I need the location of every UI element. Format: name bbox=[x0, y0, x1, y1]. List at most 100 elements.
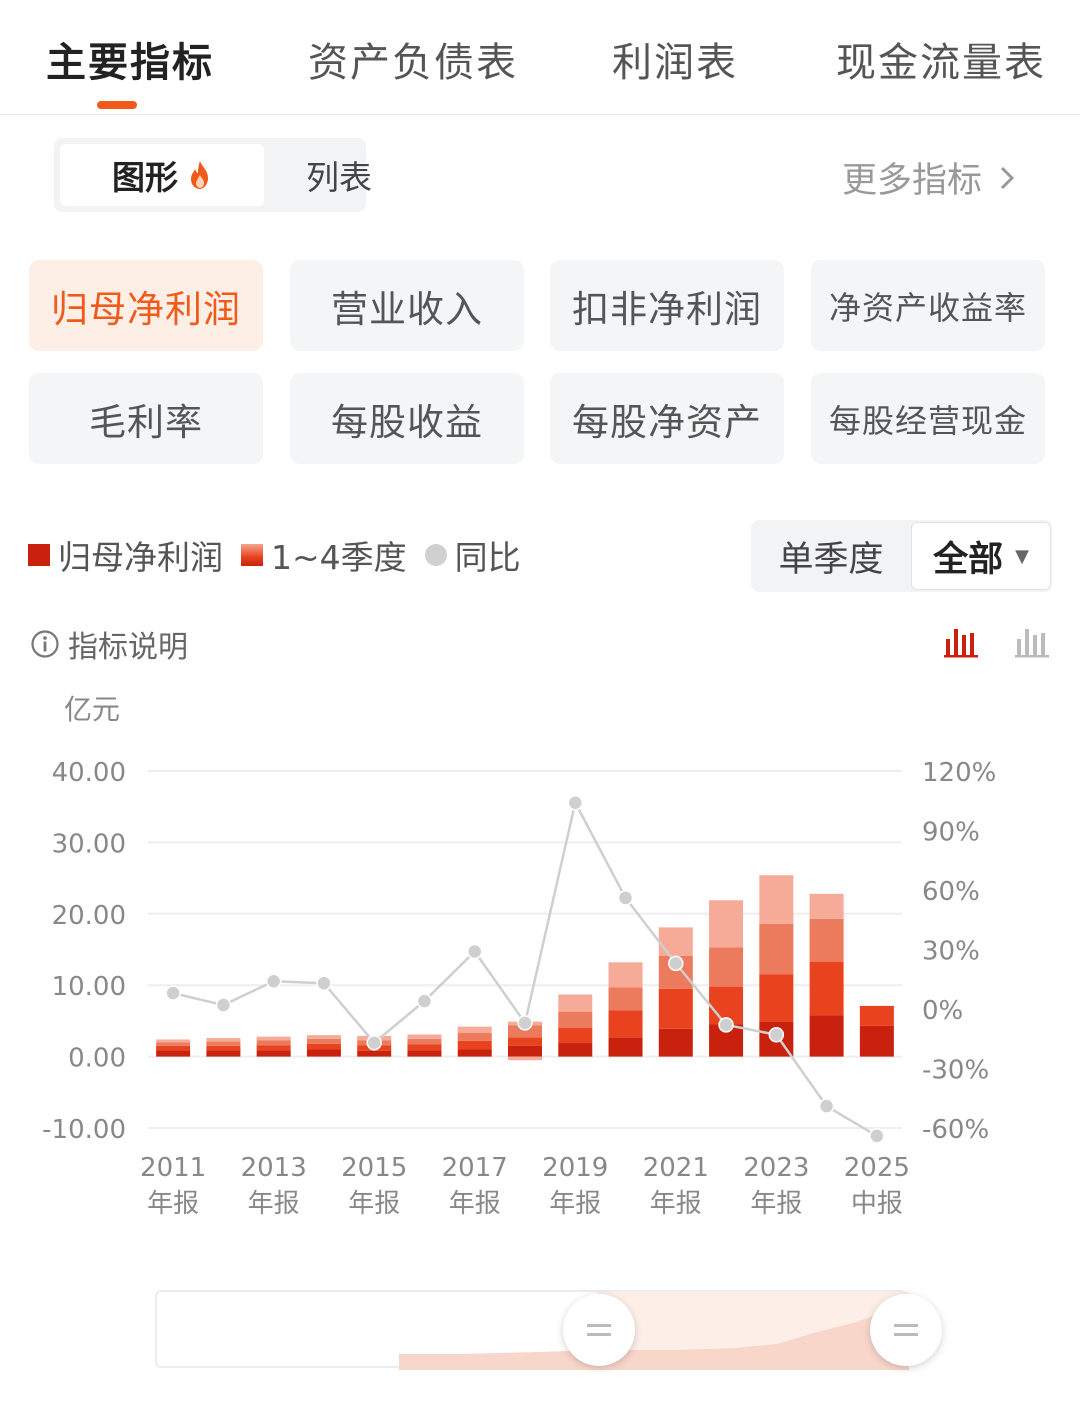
legend-net-profit[interactable]: 归母净利润 bbox=[28, 531, 223, 579]
bar-segment bbox=[407, 1044, 442, 1051]
bar-segment bbox=[608, 1010, 643, 1038]
bar-segment bbox=[809, 918, 844, 962]
period-toggle: 单季度 全部 ▼ bbox=[751, 520, 1052, 592]
chevron-right-icon bbox=[1000, 166, 1015, 189]
all-period-dropdown[interactable]: 全部 ▼ bbox=[911, 522, 1051, 590]
bar-segment bbox=[306, 1049, 341, 1057]
bar-segment bbox=[457, 1033, 492, 1041]
y-right-tick-label: 60% bbox=[922, 877, 980, 907]
stacked-bar-chart-icon[interactable] bbox=[943, 625, 979, 659]
bar-segment bbox=[508, 1045, 542, 1057]
metric-revenue[interactable]: 营业收入 bbox=[290, 260, 524, 351]
metric-gross-margin[interactable]: 毛利率 bbox=[29, 373, 263, 464]
bar-segment bbox=[658, 1028, 693, 1057]
bar-segment bbox=[457, 1040, 492, 1050]
grip-icon bbox=[894, 1324, 918, 1336]
bar-chart-icon[interactable] bbox=[1014, 625, 1050, 659]
graph-view-button[interactable]: 图形 bbox=[60, 144, 264, 206]
indicator-explanation-label: 指标说明 bbox=[68, 630, 188, 665]
metric-roe[interactable]: 净资产收益率 bbox=[811, 260, 1045, 351]
bar-segment bbox=[206, 1041, 241, 1046]
bar-segment bbox=[156, 1045, 191, 1051]
metric-eps[interactable]: 每股收益 bbox=[290, 373, 524, 464]
indicator-explanation[interactable]: 指标说明 bbox=[30, 622, 188, 666]
metric-deducted-net-profit[interactable]: 扣非净利润 bbox=[550, 260, 784, 351]
info-icon bbox=[31, 630, 59, 658]
list-view-button[interactable]: 列表 bbox=[306, 158, 372, 197]
yoy-point bbox=[466, 943, 483, 960]
legend-label-net-profit: 归母净利润 bbox=[58, 538, 223, 577]
yoy-point bbox=[668, 955, 684, 972]
x-tick-kind: 年报 bbox=[449, 1189, 501, 1219]
yoy-point bbox=[215, 997, 232, 1013]
more-indicators-link[interactable]: 更多指标 bbox=[842, 152, 1016, 203]
bar-segment bbox=[156, 1042, 191, 1046]
bar-segment bbox=[256, 1045, 291, 1051]
legend-quarters[interactable]: 1~4季度 bbox=[241, 531, 407, 579]
grip-icon bbox=[587, 1324, 611, 1336]
y-right-tick-label: 30% bbox=[922, 937, 980, 967]
bar-segment bbox=[156, 1039, 191, 1043]
yoy-point bbox=[416, 993, 433, 1009]
graph-view-label: 图形 bbox=[112, 158, 178, 197]
bar-segment bbox=[658, 927, 693, 956]
tab-main-indicators[interactable]: 主要指标 bbox=[46, 40, 214, 86]
metric-bvps[interactable]: 每股净资产 bbox=[550, 373, 784, 464]
y-right-tick-label: 120% bbox=[922, 758, 996, 788]
range-slider[interactable] bbox=[155, 1290, 909, 1370]
y-axis-unit: 亿元 bbox=[64, 693, 121, 726]
y-right-tick-label: -30% bbox=[922, 1056, 989, 1086]
x-tick-year: 2023 bbox=[743, 1153, 809, 1183]
bar-segment bbox=[809, 893, 844, 919]
net-profit-chart: 40.00 30.00 20.00 10.00 0.00 -10.00 120% 90% 60%… bbox=[42, 758, 996, 1219]
bar-segment bbox=[859, 1005, 894, 1026]
bar-segment bbox=[558, 1028, 593, 1044]
all-period-label: 全部 bbox=[933, 539, 1004, 580]
view-toggle: 图形 列表 bbox=[54, 138, 372, 212]
x-tick-year: 2015 bbox=[341, 1153, 407, 1183]
yoy-point bbox=[768, 1027, 785, 1043]
range-handle-right[interactable] bbox=[870, 1294, 942, 1366]
metric-net-profit[interactable]: 归母净利润 bbox=[29, 260, 263, 351]
bar-segment bbox=[357, 1050, 392, 1057]
yoy-point bbox=[366, 1034, 382, 1051]
metric-ocfps[interactable]: 每股经营现金 bbox=[811, 373, 1045, 464]
tab-income-statement[interactable]: 利润表 bbox=[612, 40, 738, 86]
fire-icon bbox=[191, 161, 208, 189]
single-quarter-button[interactable]: 单季度 bbox=[778, 539, 884, 580]
range-slider-preview bbox=[399, 1292, 909, 1370]
legend-swatch-quarters bbox=[241, 544, 263, 566]
bar-segment bbox=[658, 988, 693, 1029]
bar-segment bbox=[407, 1050, 442, 1057]
bar-segment bbox=[206, 1045, 241, 1051]
tab-cash-flow[interactable]: 现金流量表 bbox=[836, 40, 1046, 86]
yoy-point bbox=[567, 794, 584, 811]
x-tick-year: 2019 bbox=[542, 1153, 608, 1183]
legend-label-quarters: 1~4季度 bbox=[271, 538, 407, 577]
range-handle-left[interactable] bbox=[563, 1294, 635, 1366]
bar-segment bbox=[558, 994, 593, 1012]
y-left-tick-label: 40.00 bbox=[52, 758, 126, 788]
y-left-tick-label: -10.00 bbox=[42, 1115, 126, 1145]
bar-segment bbox=[558, 1043, 593, 1057]
caret-down-icon: ▼ bbox=[1015, 545, 1029, 567]
yoy-point bbox=[818, 1098, 835, 1114]
y-right-tick-label: 0% bbox=[922, 996, 963, 1026]
tab-balance-sheet[interactable]: 资产负债表 bbox=[308, 40, 518, 86]
y-left-tick-label: 30.00 bbox=[52, 829, 126, 859]
statement-tabs: 主要指标 资产负债表 利润表 现金流量表 bbox=[0, 0, 1080, 115]
chart-legend: 归母净利润 1~4季度 同比 bbox=[28, 530, 539, 580]
more-indicators-label: 更多指标 bbox=[842, 161, 983, 201]
bar-segment bbox=[608, 987, 643, 1011]
x-tick-kind: 年报 bbox=[750, 1189, 802, 1219]
bar-segment bbox=[306, 1038, 341, 1044]
yoy-point bbox=[617, 890, 634, 906]
legend-yoy[interactable]: 同比 bbox=[424, 531, 521, 579]
yoy-point bbox=[718, 1017, 734, 1033]
bar-segment bbox=[809, 961, 844, 1016]
yoy-point bbox=[165, 985, 181, 1001]
x-tick-kind: 年报 bbox=[147, 1189, 199, 1219]
legend-swatch-net-profit bbox=[28, 544, 50, 566]
x-tick-year: 2025 bbox=[844, 1153, 910, 1183]
bar-segment bbox=[407, 1034, 442, 1039]
